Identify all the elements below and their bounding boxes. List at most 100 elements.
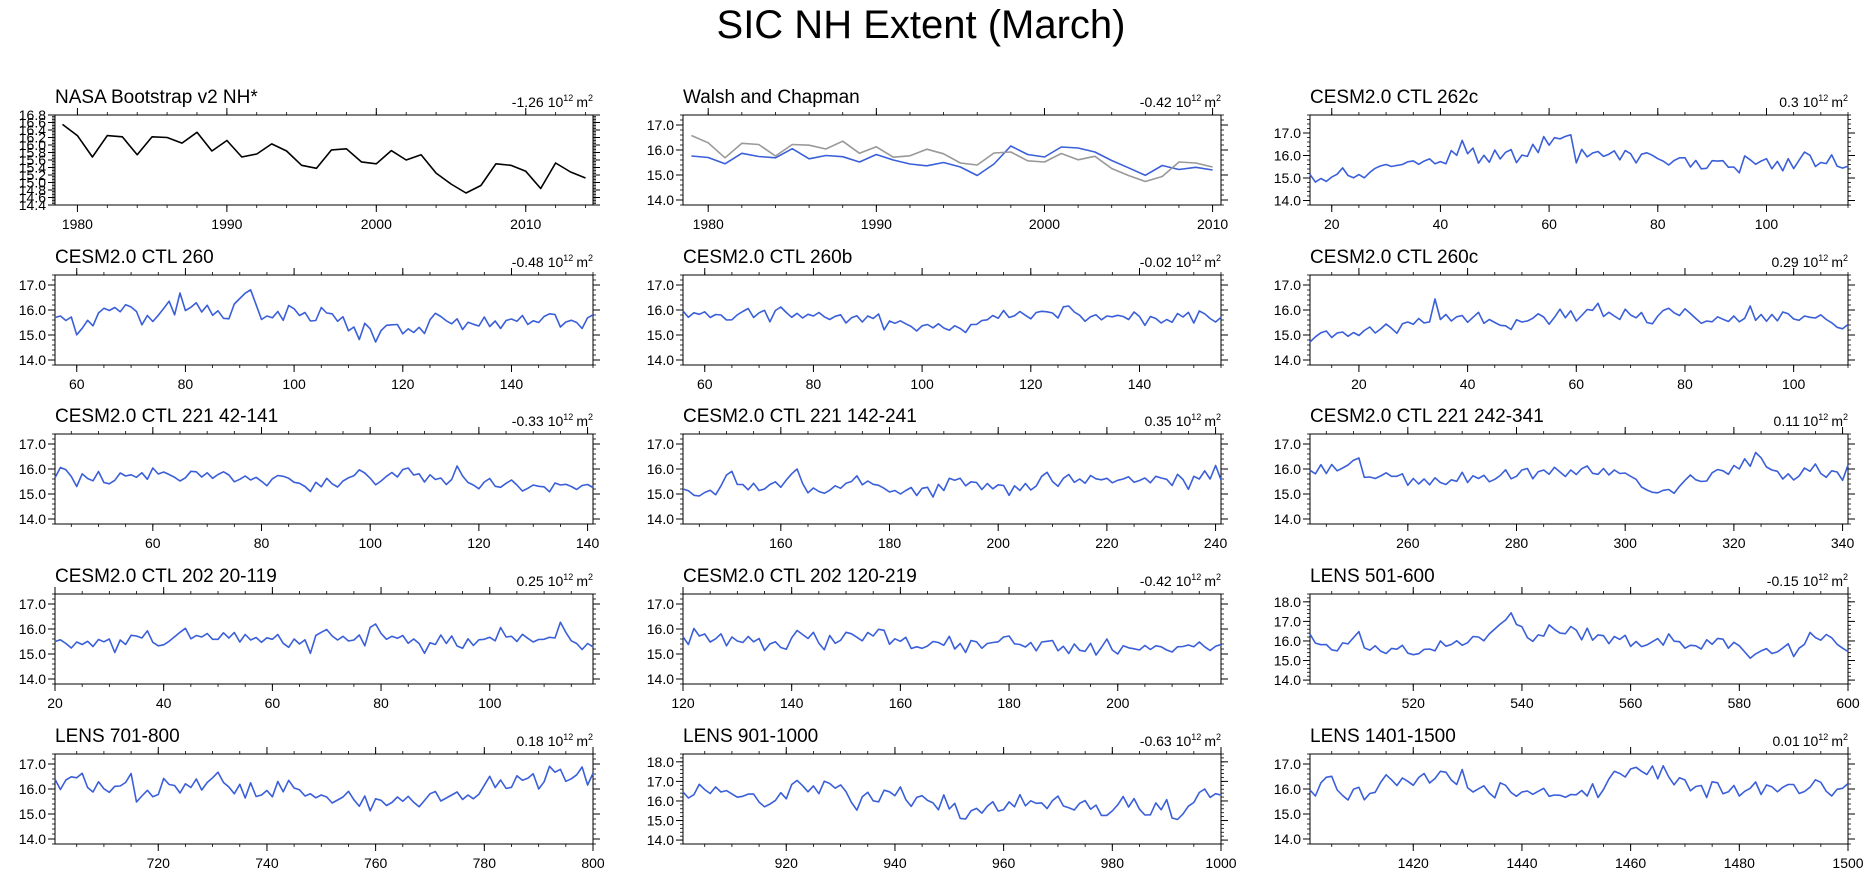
plot-frame — [54, 593, 594, 685]
trend-unit-exp: 12 — [1191, 572, 1201, 582]
x-tick-label: 20 — [1351, 376, 1367, 392]
trend-value: -0.63 — [1140, 733, 1172, 749]
y-tick-label: 14.0 — [1274, 831, 1301, 847]
panel-title: CESM2.0 CTL 260 — [55, 247, 214, 268]
y-tick-label: 15.0 — [647, 813, 674, 829]
x-tick-label: 40 — [156, 695, 172, 711]
x-tick-label: 540 — [1510, 695, 1534, 711]
x-tick-label: 40 — [1460, 376, 1476, 392]
x-tick-label: 560 — [1619, 695, 1643, 711]
x-tick-label: 200 — [987, 535, 1011, 551]
trend-unit-m-exp: 2 — [1216, 93, 1221, 103]
y-tick-label: 15.4 — [19, 160, 46, 176]
y-tick-label: 16.0 — [19, 302, 46, 318]
y-tick-label: 16.4 — [19, 122, 46, 138]
trend-unit-exp: 12 — [563, 412, 573, 422]
panel-9: CESM2.0 CTL 202 20-119 0.25 1012 m2 14.0 15.0… — [19, 566, 600, 711]
trend-value: -0.33 — [512, 413, 544, 429]
panel-5: CESM2.0 CTL 260c 0.29 1012 m2 14.0 15.0 16.0 17… — [1274, 247, 1855, 392]
x-tick-label: 1980 — [62, 216, 93, 232]
series-line — [691, 134, 1213, 183]
series-line — [682, 305, 1222, 334]
trend-value: 0.01 — [1773, 733, 1800, 749]
panel-title: LENS 1401-1500 — [1310, 726, 1456, 747]
panel-10: CESM2.0 CTL 202 120-219 -0.42 1012 m2 14.0 15… — [647, 566, 1228, 711]
x-tick-label: 200 — [1106, 695, 1130, 711]
x-tick-label: 780 — [473, 855, 497, 871]
trend-unit-m: m — [1831, 254, 1843, 270]
y-tick-label: 16.0 — [19, 461, 46, 477]
y-tick-label: 17.0 — [19, 436, 46, 452]
panel-title: CESM2.0 CTL 202 120-219 — [683, 566, 917, 587]
x-tick-label: 720 — [147, 855, 171, 871]
y-tick-label: 17.0 — [1274, 436, 1301, 452]
trend-unit-m: m — [576, 254, 588, 270]
x-tick-label: 100 — [478, 695, 502, 711]
plot-frame — [682, 753, 1222, 845]
y-tick-label: 15.0 — [1274, 806, 1301, 822]
trend-unit-m-exp: 2 — [1216, 253, 1221, 263]
y-tick-label: 17.0 — [1274, 613, 1301, 629]
y-tick-label: 15.6 — [19, 152, 46, 168]
trend-value: -0.48 — [512, 254, 544, 270]
x-tick-label: 940 — [883, 855, 907, 871]
trend-unit-m: m — [1831, 94, 1843, 110]
panels: NASA Bootstrap v2 NH* -1.26 1012 m214.414.6… — [19, 87, 1863, 871]
trend-unit-m: m — [576, 94, 588, 110]
x-tick-label: 140 — [780, 695, 804, 711]
x-tick-label: 160 — [889, 695, 913, 711]
panel-title: LENS 701-800 — [55, 726, 180, 747]
x-tick-label: 80 — [806, 376, 822, 392]
trend-unit-exp: 12 — [563, 732, 573, 742]
trend-unit-exp: 12 — [1191, 93, 1201, 103]
x-tick-label: 1480 — [1724, 855, 1755, 871]
panel-title: LENS 901-1000 — [683, 726, 818, 747]
trend-value: -0.15 — [1767, 573, 1799, 589]
trend-unit-m: m — [1204, 94, 1216, 110]
trend-value: -0.42 — [1140, 94, 1172, 110]
y-tick-label: 15.0 — [1274, 170, 1301, 186]
y-tick-label: 14.0 — [647, 192, 674, 208]
trend-value: 0.11 — [1774, 413, 1800, 429]
trend-unit-base: 10 — [1803, 573, 1819, 589]
y-tick-label: 16.0 — [1274, 148, 1301, 164]
trend-unit-exp: 12 — [1818, 412, 1828, 422]
panel-title: NASA Bootstrap v2 NH* — [55, 87, 258, 108]
x-tick-label: 80 — [1650, 216, 1666, 232]
trend-label: 0.3 1012 m2 — [1779, 93, 1848, 110]
x-tick-label: 2000 — [361, 216, 392, 232]
y-tick-label: 15.0 — [19, 486, 46, 502]
trend-unit-base: 10 — [548, 573, 564, 589]
panel-title: CESM2.0 CTL 260b — [683, 247, 852, 268]
trend-value: 0.18 — [516, 733, 543, 749]
y-tick-label: 16.0 — [19, 621, 46, 637]
y-tick-label: 14.0 — [1274, 672, 1301, 688]
y-tick-label: 14.0 — [19, 671, 46, 687]
y-tick-label: 16.0 — [647, 302, 674, 318]
y-tick-label: 17.0 — [647, 277, 674, 293]
trend-unit-base: 10 — [1176, 413, 1192, 429]
trend-unit-m-exp: 2 — [1843, 253, 1848, 263]
y-tick-label: 17.0 — [647, 436, 674, 452]
y-tick-label: 16.0 — [1274, 302, 1301, 318]
trend-label: -0.63 1012 m2 — [1140, 732, 1221, 749]
panel-7: CESM2.0 CTL 221 142-241 0.35 1012 m2 14.0 15.… — [647, 406, 1228, 551]
y-tick-label: 17.0 — [647, 773, 674, 789]
y-tick-label: 16.8 — [19, 107, 46, 123]
trend-unit-exp: 12 — [1818, 732, 1828, 742]
x-tick-label: 340 — [1831, 535, 1855, 551]
plot-frame — [682, 274, 1222, 366]
y-tick-label: 15.0 — [647, 167, 674, 183]
y-tick-label: 16.0 — [1274, 781, 1301, 797]
trend-label: 0.11 1012 m2 — [1774, 412, 1848, 429]
y-tick-label: 14.0 — [647, 511, 674, 527]
x-tick-label: 120 — [391, 376, 415, 392]
y-tick-label: 16.0 — [647, 461, 674, 477]
trend-unit-m: m — [1831, 573, 1843, 589]
x-tick-label: 2010 — [510, 216, 541, 232]
series-line — [1309, 298, 1849, 343]
x-tick-label: 960 — [992, 855, 1016, 871]
trend-unit-m-exp: 2 — [1216, 572, 1221, 582]
y-tick-label: 15.0 — [19, 327, 46, 343]
x-tick-label: 20 — [1324, 216, 1340, 232]
